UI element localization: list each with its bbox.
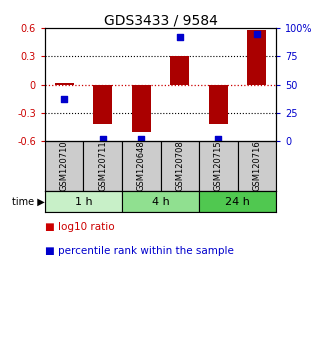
Text: ■ log10 ratio: ■ log10 ratio [45,222,115,232]
Bar [170,57,189,85]
Bar [247,30,266,85]
Bar [199,191,276,212]
Point [177,34,182,40]
Bar [45,191,122,212]
Bar [199,141,238,191]
Bar [45,141,83,191]
Text: GSM120711: GSM120711 [98,141,107,192]
Text: time ▶: time ▶ [12,197,45,207]
Point [100,136,105,142]
Bar [83,141,122,191]
Text: 1 h: 1 h [75,197,92,207]
Bar [55,83,74,85]
Bar [238,141,276,191]
Point [254,31,259,37]
Bar [93,85,112,124]
Text: GSM120710: GSM120710 [60,141,69,192]
Text: GSM120716: GSM120716 [252,141,261,192]
Text: 24 h: 24 h [225,197,250,207]
Bar [132,85,151,132]
Title: GDS3433 / 9584: GDS3433 / 9584 [104,13,217,27]
Text: ■ percentile rank within the sample: ■ percentile rank within the sample [45,246,234,256]
Bar [122,141,160,191]
Text: GSM120648: GSM120648 [137,141,146,192]
Point [62,97,67,102]
Bar [209,85,228,124]
Point [139,136,144,142]
Point [216,136,221,142]
Text: GSM120708: GSM120708 [175,141,184,192]
Bar [160,141,199,191]
Bar [122,191,199,212]
Text: GSM120715: GSM120715 [214,141,223,192]
Text: 4 h: 4 h [152,197,169,207]
